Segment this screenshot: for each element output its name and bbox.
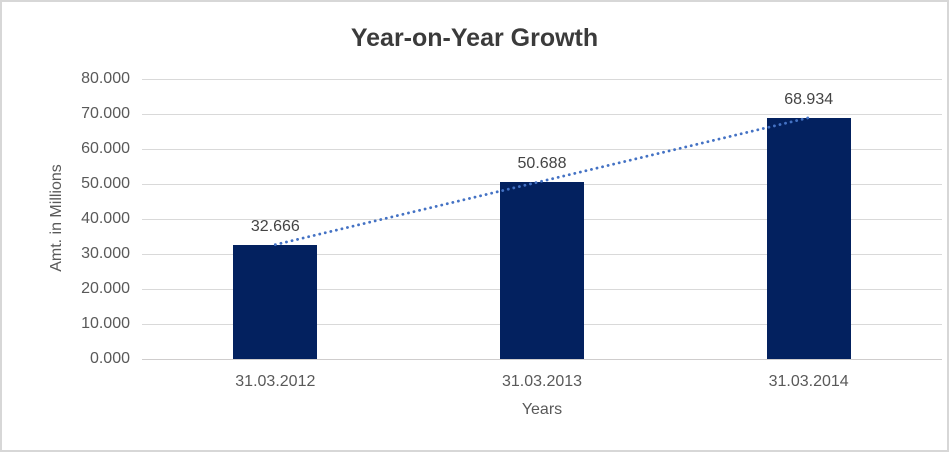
bar-31.03.2012 [233,244,318,359]
data-label-31.03.2013: 50.688 [517,154,567,172]
gridline [142,78,942,80]
y-tick-label: 20.000 [81,280,130,297]
bar-31.03.2014 [766,117,851,359]
y-tick-label: 0.000 [89,350,130,367]
data-label-31.03.2014: 68.934 [784,90,834,108]
y-tick-label: 50.000 [81,175,130,192]
y-tick-label: 10.000 [81,315,130,332]
y-tick-label: 80.000 [81,70,130,87]
y-tick-label: 60.000 [81,140,130,157]
bar-31.03.2013 [500,181,584,359]
x-axis-line [142,358,942,360]
x-tick-label: 31.03.2013 [501,373,583,390]
gridline [142,113,942,115]
y-tick-label: 40.000 [81,210,130,227]
data-label-31.03.2012: 32.666 [250,217,300,235]
y-tick-label: 70.000 [81,105,130,122]
x-tick-label: 31.03.2014 [768,373,849,390]
chart-title: Year-on-Year Growth [350,24,599,52]
y-tick-label: 30.000 [81,245,130,262]
x-tick-label: 31.03.2012 [235,373,316,390]
x-axis-title: Years [521,401,563,418]
